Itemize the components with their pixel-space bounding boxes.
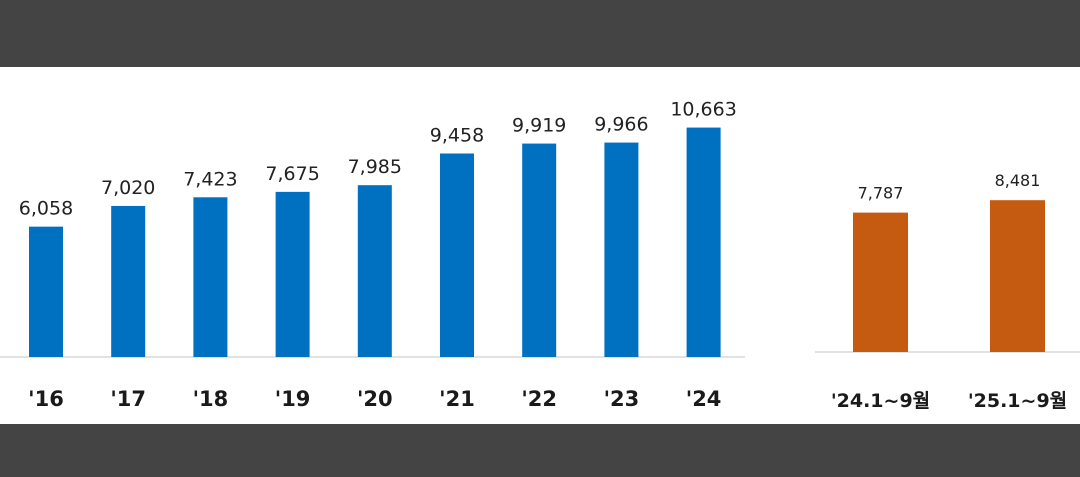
value-label-3: 7,675 bbox=[265, 163, 319, 185]
x-tick-6: '22 bbox=[521, 387, 557, 411]
bar-chart-svg: 6,058 '16 7,020 '17 7,423 '18 7,675 '19 7,985 '20… bbox=[0, 99, 1080, 412]
x-tick-0: '16 bbox=[28, 387, 64, 411]
value-label-2: 7,423 bbox=[183, 168, 237, 190]
bar-1 bbox=[111, 205, 146, 357]
value-label-7: 9,966 bbox=[594, 114, 648, 136]
period-bar-0 bbox=[853, 212, 908, 352]
bar-7 bbox=[604, 142, 639, 357]
x-tick-8: '24 bbox=[686, 387, 722, 411]
annual-bar-chart: 6,058 '16 7,020 '17 7,423 '18 7,675 '19 7,985 '20… bbox=[0, 99, 745, 411]
value-label-8: 10,663 bbox=[670, 99, 736, 121]
value-label-4: 7,985 bbox=[348, 156, 402, 178]
bar-4 bbox=[357, 185, 392, 357]
period-x-tick-0: '24.1~9월 bbox=[831, 390, 930, 412]
x-tick-5: '21 bbox=[439, 387, 475, 411]
x-tick-3: '19 bbox=[275, 387, 311, 411]
value-label-1: 7,020 bbox=[101, 177, 155, 199]
period-value-label-1: 8,481 bbox=[995, 171, 1041, 190]
x-tick-2: '18 bbox=[193, 387, 229, 411]
value-label-5: 9,458 bbox=[430, 124, 484, 146]
period-bar-1 bbox=[990, 200, 1045, 352]
x-tick-1: '17 bbox=[110, 387, 146, 411]
top-band bbox=[0, 0, 1080, 67]
bottom-band bbox=[0, 424, 1080, 477]
bar-0 bbox=[29, 226, 63, 357]
period-bar-chart: 7,787 '24.1~9월 8,481 '25.1~9월 bbox=[815, 171, 1080, 412]
chart-canvas: 6,058 '16 7,020 '17 7,423 '18 7,675 '19 7,985 '20… bbox=[0, 67, 1080, 424]
x-tick-7: '23 bbox=[604, 387, 640, 411]
x-tick-4: '20 bbox=[357, 387, 393, 411]
value-label-6: 9,919 bbox=[512, 115, 566, 137]
bar-2 bbox=[193, 197, 228, 357]
period-x-tick-1: '25.1~9월 bbox=[968, 390, 1067, 412]
bar-6 bbox=[522, 143, 557, 357]
period-value-label-0: 7,787 bbox=[858, 184, 904, 203]
value-label-0: 6,058 bbox=[19, 198, 73, 220]
bar-5 bbox=[440, 153, 474, 357]
bar-8 bbox=[686, 127, 721, 357]
bar-3 bbox=[275, 191, 310, 357]
